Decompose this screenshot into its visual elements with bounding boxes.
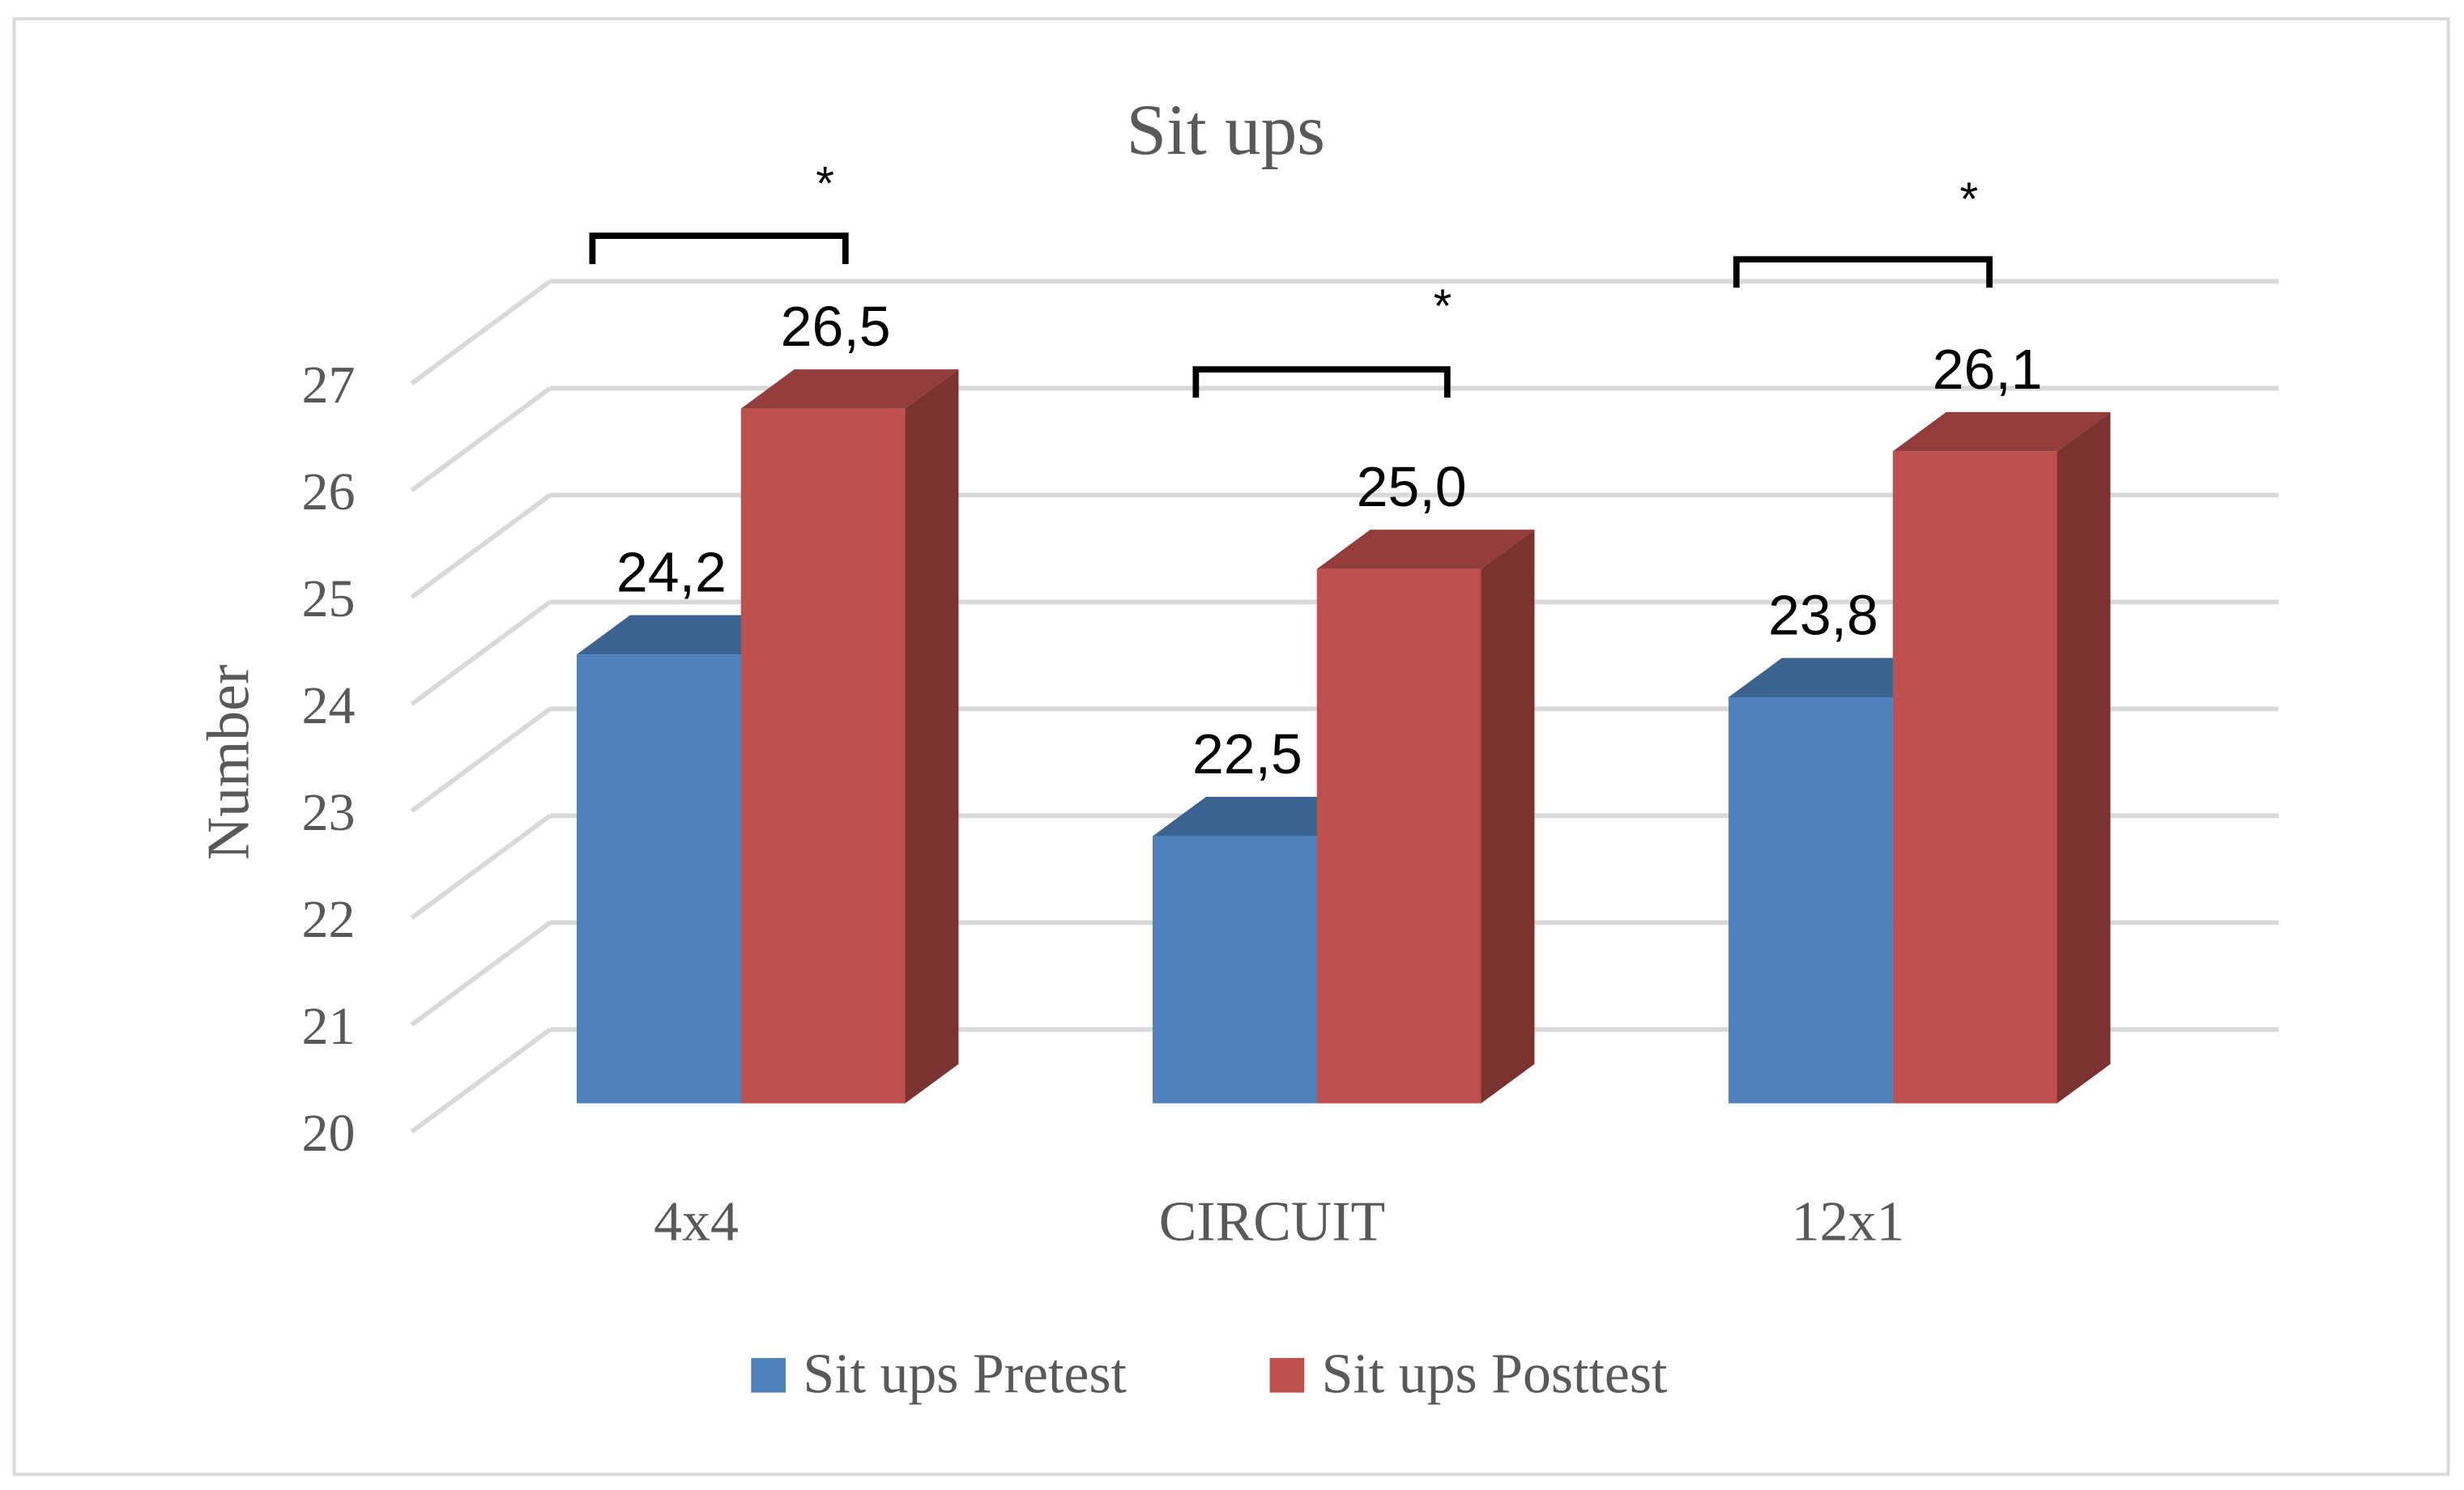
- bar-side: [1481, 530, 1535, 1104]
- significance-bracket: [1733, 256, 1993, 288]
- grid-line: [410, 920, 552, 1027]
- grid-line: [410, 707, 552, 813]
- y-tick-label: 21: [301, 997, 355, 1056]
- value-label: 25,0: [1357, 455, 1467, 518]
- bar-top: [1153, 797, 1371, 837]
- y-tick-label: 23: [301, 783, 355, 842]
- significance-bracket: [1192, 366, 1451, 398]
- annotation: *: [1434, 280, 1452, 333]
- bar-side: [2057, 411, 2111, 1104]
- value-label: 23,8: [1768, 583, 1878, 646]
- grid-line: [410, 1027, 552, 1134]
- y-tick-label: 22: [301, 890, 355, 949]
- annotation: *: [816, 157, 834, 210]
- chart-title: Sit ups: [1127, 90, 1325, 170]
- x-tick-label: CIRCUIT: [1159, 1190, 1385, 1253]
- grid-line: [410, 386, 552, 492]
- y-tick-label: 20: [301, 1104, 355, 1163]
- bar-top: [1316, 530, 1535, 569]
- value-label: 22,5: [1192, 722, 1302, 785]
- bar-side: [905, 369, 959, 1104]
- legend-swatch: [1269, 1357, 1305, 1393]
- value-label: 26,1: [1933, 338, 2043, 401]
- y-tick-label: 24: [301, 676, 355, 735]
- y-tick-label: 26: [301, 462, 355, 522]
- grid-line: [410, 600, 552, 706]
- bar-top: [1892, 411, 2111, 452]
- value-label: 26,5: [781, 295, 891, 358]
- bar: [576, 654, 741, 1104]
- legend-swatch: [751, 1357, 787, 1393]
- grid-line: [410, 493, 552, 599]
- bar: [1153, 836, 1317, 1104]
- bar-top: [1729, 658, 1946, 697]
- y-tick-label: 25: [301, 569, 355, 628]
- y-axis-label: Number: [195, 665, 262, 861]
- bar: [1316, 568, 1481, 1104]
- bar-top: [740, 369, 959, 409]
- value-label: 24,2: [616, 541, 727, 604]
- grid-line: [410, 279, 552, 385]
- bar-top: [576, 615, 795, 655]
- annotation: *: [1960, 173, 1979, 226]
- bar: [1892, 451, 2057, 1104]
- x-tick-label: 12x1: [1792, 1190, 1905, 1253]
- legend-label: Sit ups Pretest: [803, 1343, 1127, 1406]
- y-tick-label: 27: [301, 355, 355, 415]
- bar: [1729, 696, 1893, 1104]
- bar: [740, 408, 906, 1104]
- legend-label: Sit ups Posttest: [1322, 1343, 1668, 1406]
- x-tick-label: 4x4: [654, 1190, 739, 1253]
- grid-line: [410, 813, 552, 920]
- significance-bracket: [589, 232, 849, 265]
